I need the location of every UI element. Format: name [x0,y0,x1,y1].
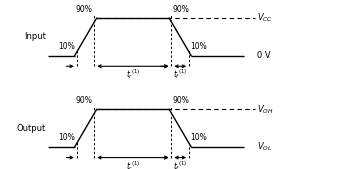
Text: 10%: 10% [190,133,207,142]
Text: 90%: 90% [76,96,93,105]
Text: 10%: 10% [58,42,75,51]
Text: $t_r$$^{(1)}$: $t_r$$^{(1)}$ [126,159,140,169]
Text: $V_{CC}$: $V_{CC}$ [257,12,273,25]
Text: $t_f$$^{(1)}$: $t_f$$^{(1)}$ [173,159,188,169]
Text: $V_{OL}$: $V_{OL}$ [257,141,273,153]
Text: Output: Output [17,124,46,133]
Text: $t_f$$^{(1)}$: $t_f$$^{(1)}$ [173,67,188,81]
Text: $t_r$$^{(1)}$: $t_r$$^{(1)}$ [126,67,140,81]
Text: 90%: 90% [173,96,189,105]
Text: 90%: 90% [76,5,93,14]
Text: 10%: 10% [58,133,75,142]
Text: $V_{OH}$: $V_{OH}$ [257,103,274,116]
Text: 90%: 90% [173,5,189,14]
Text: 10%: 10% [190,42,207,51]
Text: Input: Input [24,32,46,42]
Text: 0 V: 0 V [257,51,271,60]
